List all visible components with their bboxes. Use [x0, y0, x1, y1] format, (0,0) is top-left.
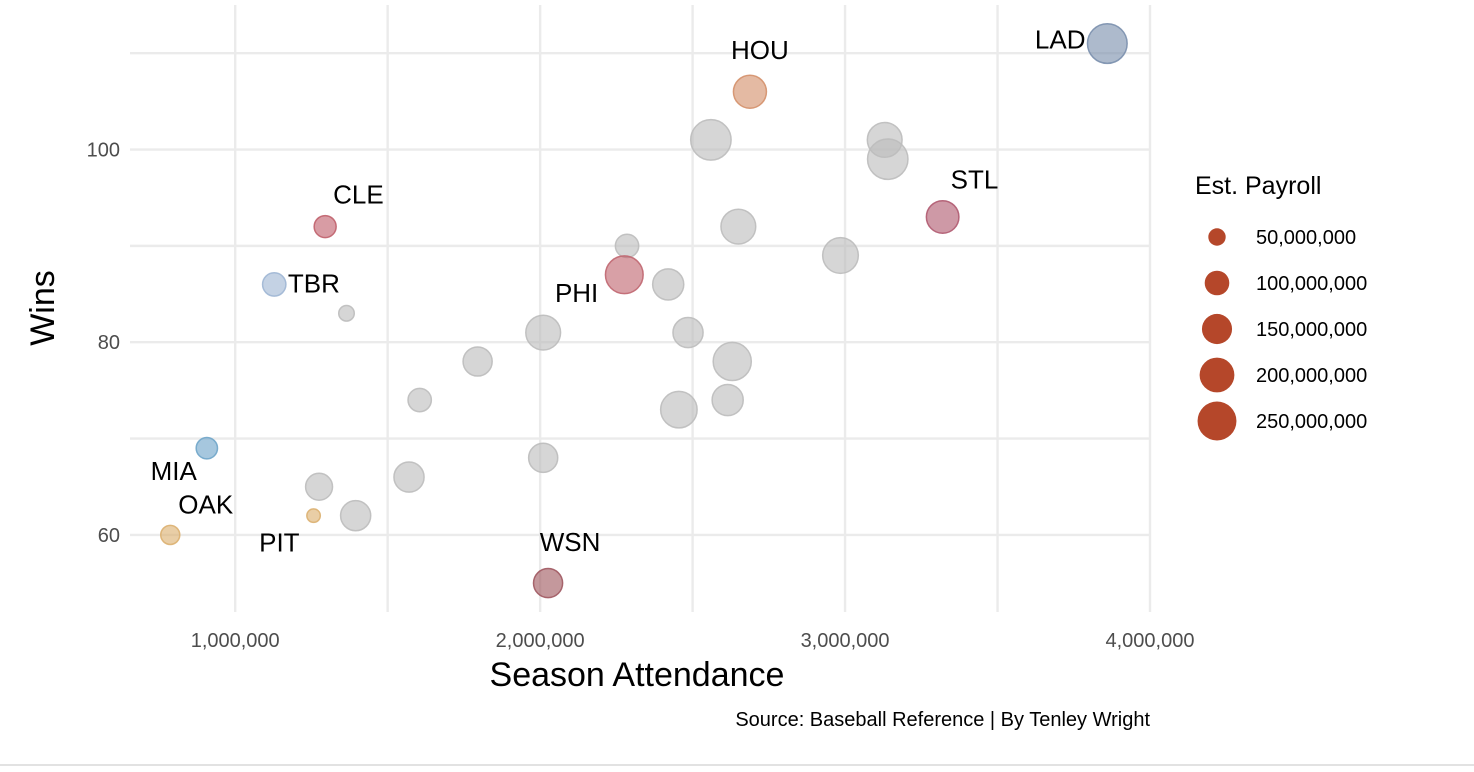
- point: [866, 138, 909, 181]
- legend-size-label: 50,000,000: [1256, 227, 1356, 249]
- legend-size-swatch: [1199, 357, 1235, 393]
- point: [393, 461, 425, 493]
- point: [462, 346, 493, 377]
- point-tbr: [261, 271, 287, 297]
- point: [337, 304, 356, 322]
- team-label-hou: HOU: [731, 35, 789, 65]
- data-points: [159, 22, 1128, 599]
- point: [614, 233, 640, 259]
- point: [659, 390, 698, 429]
- size-legend: Est. Payroll 50,000,000 100,000,000 150,00…: [1195, 172, 1367, 441]
- point: [672, 316, 704, 349]
- source-caption: Source: Baseball Reference | By Tenley W…: [735, 709, 1150, 731]
- point: [525, 314, 562, 351]
- legend-size-label: 200,000,000: [1256, 365, 1367, 387]
- team-label-wsn: WSN: [540, 527, 601, 557]
- x-tick-label: 1,000,000: [191, 630, 280, 652]
- x-tick-label: 3,000,000: [801, 630, 890, 652]
- point-wsn: [532, 567, 564, 599]
- team-label-cle: CLE: [333, 180, 384, 210]
- team-label-tbr: TBR: [288, 268, 340, 298]
- point: [339, 499, 372, 532]
- legend-size-label: 150,000,000: [1256, 319, 1367, 341]
- legend-size-swatch: [1197, 401, 1237, 441]
- axis-ticks: 60 80 100 1,000,000 2,000,000 3,000,000 4,000,…: [87, 140, 1195, 652]
- x-tick-label: 4,000,000: [1106, 630, 1195, 652]
- y-tick-label: 80: [98, 332, 120, 354]
- point: [304, 472, 334, 501]
- point-hou: [732, 74, 768, 109]
- grid-lines: [130, 5, 1152, 612]
- team-label-oak: OAK: [178, 489, 234, 519]
- x-axis-title: Season Attendance: [490, 656, 785, 694]
- point: [527, 442, 559, 474]
- point-cle: [313, 214, 337, 239]
- x-tick-label: 2,000,000: [496, 630, 585, 652]
- point: [712, 341, 753, 382]
- team-label-stl: STL: [951, 165, 999, 195]
- team-label-lad: LAD: [1035, 25, 1086, 55]
- team-label-pit: PIT: [259, 528, 300, 558]
- point-oak: [159, 524, 181, 546]
- point: [651, 268, 685, 301]
- y-tick-label: 60: [98, 525, 120, 547]
- point-stl: [925, 199, 960, 234]
- y-axis-title: Wins: [24, 270, 62, 346]
- point-mia: [195, 436, 219, 460]
- team-label-mia: MIA: [151, 456, 198, 486]
- point-phi: [604, 255, 644, 295]
- point-pit: [306, 508, 322, 524]
- y-tick-label: 100: [87, 140, 120, 162]
- legend-size-swatch: [1204, 270, 1230, 296]
- legend-title: Est. Payroll: [1195, 172, 1321, 200]
- point: [689, 118, 732, 161]
- point-lad: [1086, 22, 1128, 65]
- legend-size-label: 250,000,000: [1256, 411, 1367, 433]
- point: [711, 383, 744, 417]
- legend-size-label: 100,000,000: [1256, 273, 1367, 295]
- point: [720, 208, 757, 245]
- legend-size-swatch: [1201, 313, 1233, 345]
- team-label-phi: PHI: [555, 278, 598, 308]
- point: [407, 387, 433, 413]
- legend-size-swatch: [1208, 228, 1226, 246]
- point: [821, 236, 860, 275]
